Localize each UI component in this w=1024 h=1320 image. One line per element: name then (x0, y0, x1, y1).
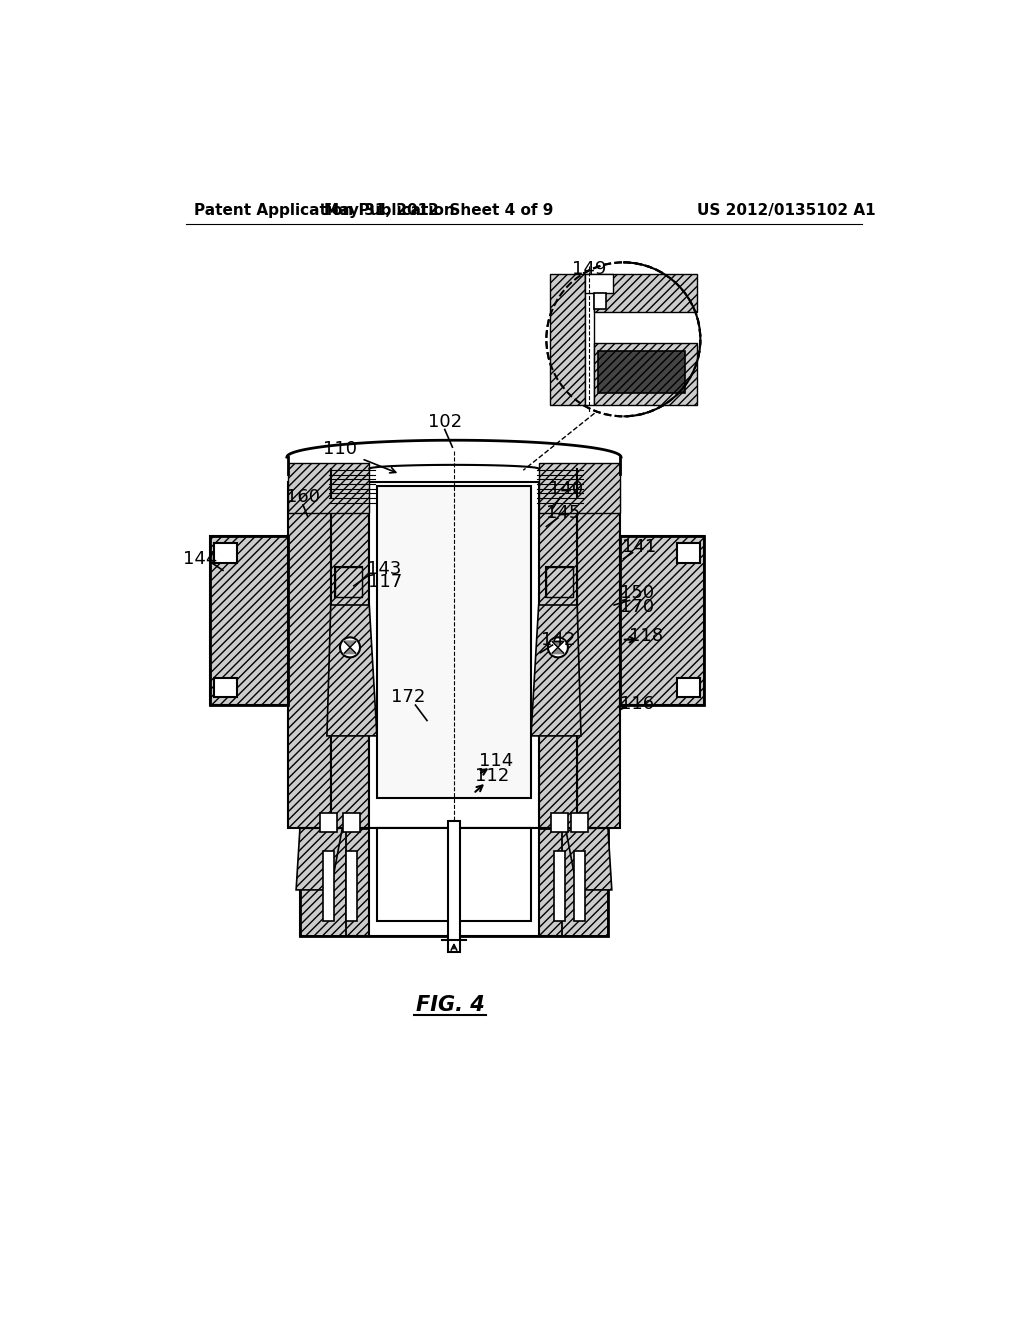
Bar (594, 275, 696, 313)
Bar (677, 678, 700, 697)
Bar (214, 678, 237, 697)
Bar (300, 829, 608, 936)
Bar (677, 544, 700, 562)
Polygon shape (343, 640, 357, 647)
Bar (562, 829, 608, 936)
Bar (539, 462, 620, 512)
Bar (554, 851, 565, 921)
Text: 141: 141 (622, 539, 656, 556)
Bar (551, 813, 568, 832)
Text: 140: 140 (549, 480, 584, 499)
Bar (331, 482, 370, 829)
Bar (539, 482, 578, 829)
Bar (335, 566, 361, 597)
Bar (377, 829, 531, 921)
Bar (547, 566, 573, 597)
Bar (547, 566, 573, 597)
Text: 110: 110 (323, 441, 357, 458)
Text: May 31, 2012  Sheet 4 of 9: May 31, 2012 Sheet 4 of 9 (324, 203, 553, 218)
Text: 118: 118 (630, 627, 664, 644)
Text: 143: 143 (368, 560, 401, 578)
Polygon shape (565, 829, 611, 890)
Bar (319, 813, 337, 832)
Text: 117: 117 (368, 573, 401, 591)
Bar (370, 482, 539, 829)
Circle shape (340, 638, 360, 657)
Bar (598, 351, 685, 393)
Polygon shape (343, 647, 357, 655)
Bar (594, 293, 605, 309)
Text: Patent Application Publication: Patent Application Publication (195, 203, 456, 218)
Text: 116: 116 (621, 694, 654, 713)
Bar (571, 813, 588, 832)
Text: 145: 145 (546, 504, 581, 521)
Bar (214, 544, 237, 562)
Bar (210, 536, 289, 705)
Bar (620, 536, 705, 705)
Text: 144: 144 (182, 550, 217, 568)
Bar (370, 829, 539, 936)
Circle shape (547, 263, 700, 416)
Bar (447, 821, 460, 952)
Text: FIG. 4: FIG. 4 (416, 995, 484, 1015)
Text: 142: 142 (542, 631, 575, 648)
Bar (335, 566, 361, 597)
Bar (620, 536, 705, 705)
Bar (289, 482, 331, 829)
Text: 150: 150 (621, 585, 654, 602)
Text: 114: 114 (479, 751, 513, 770)
Text: 149: 149 (572, 260, 606, 277)
Bar (300, 829, 608, 936)
Polygon shape (531, 605, 581, 737)
Bar (585, 275, 594, 405)
Text: 170: 170 (621, 598, 654, 616)
Polygon shape (551, 647, 565, 655)
Text: US 2012/0135102 A1: US 2012/0135102 A1 (696, 203, 876, 218)
Text: 102: 102 (428, 413, 462, 430)
Bar (550, 275, 585, 405)
Polygon shape (296, 829, 342, 890)
Polygon shape (551, 640, 565, 647)
Bar (210, 536, 289, 705)
Bar (594, 343, 696, 405)
Text: 160: 160 (286, 488, 321, 506)
Polygon shape (327, 605, 377, 737)
Bar (578, 482, 620, 829)
Bar (300, 829, 346, 936)
Bar (346, 851, 357, 921)
Bar (343, 813, 360, 832)
Circle shape (548, 638, 568, 657)
Bar (289, 474, 620, 829)
Text: 172: 172 (390, 689, 425, 706)
Bar (574, 851, 585, 921)
Bar (323, 851, 334, 921)
Bar (289, 462, 370, 512)
Bar (377, 486, 531, 797)
Bar (585, 275, 613, 293)
Text: 112: 112 (475, 767, 510, 785)
